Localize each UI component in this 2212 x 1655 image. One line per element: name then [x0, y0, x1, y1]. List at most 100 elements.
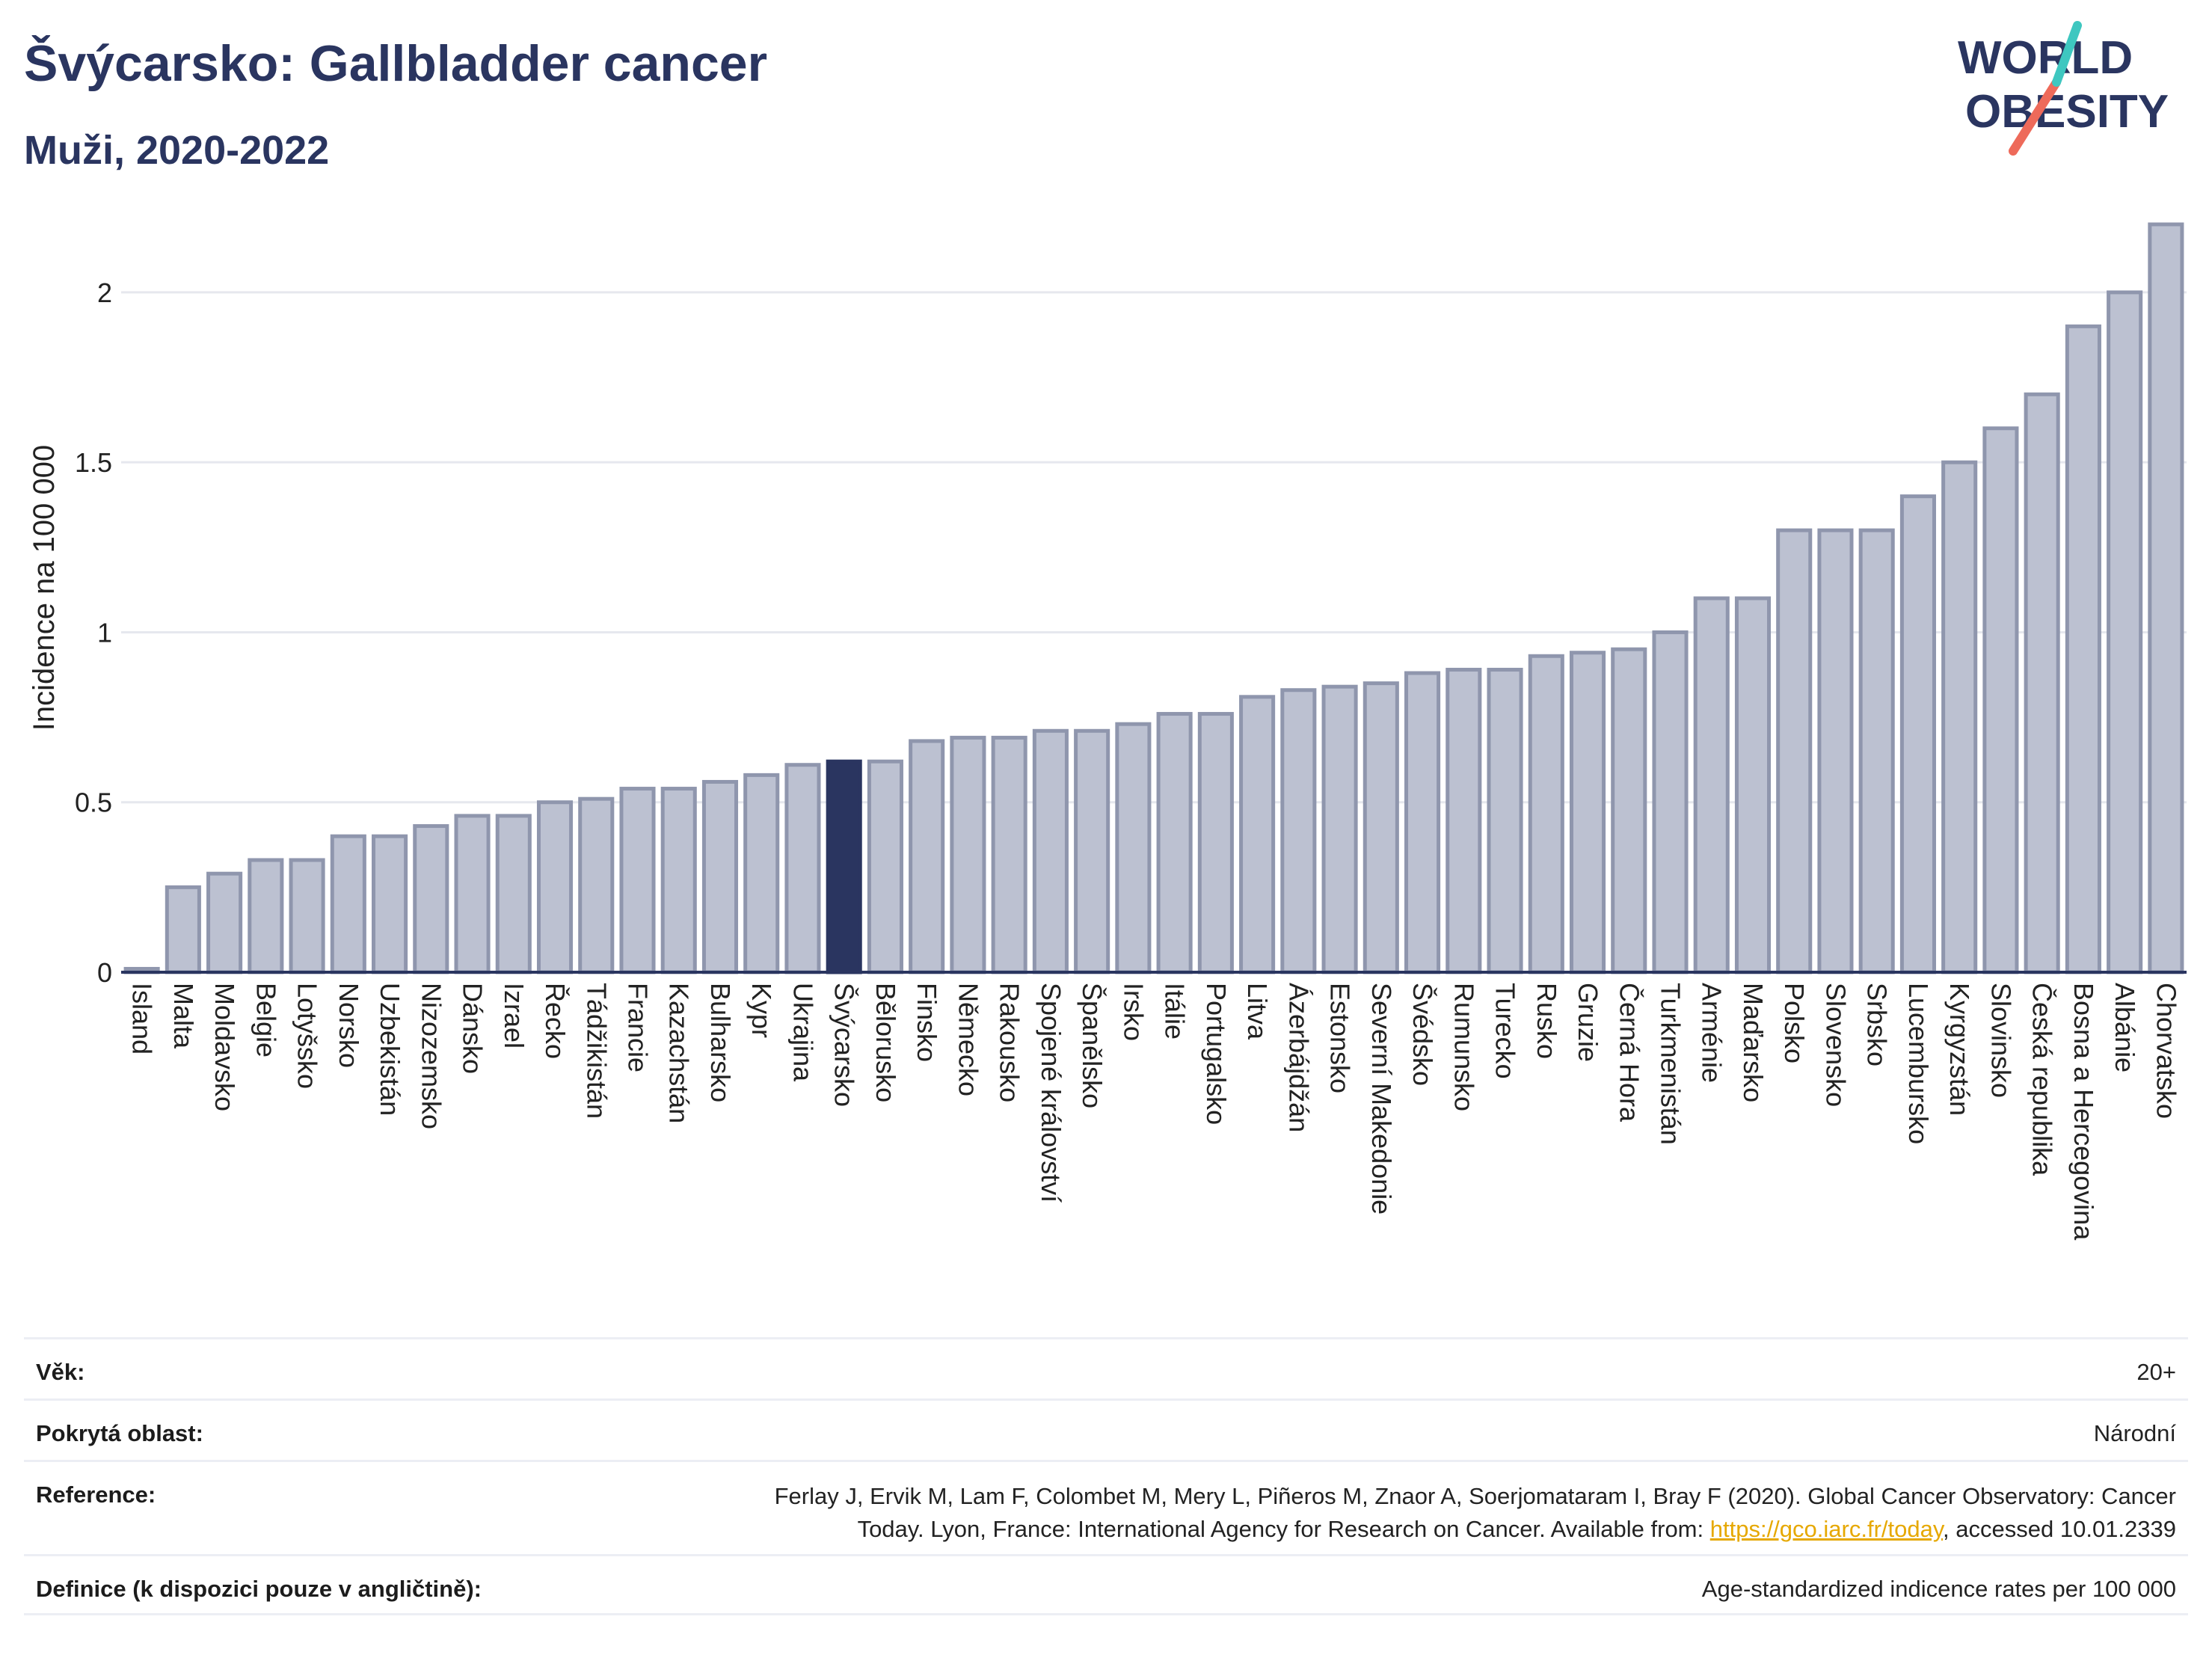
x-tick-label: Kypr: [746, 983, 777, 1038]
bar-highlighted[interactable]: [826, 759, 862, 974]
bar[interactable]: [1115, 722, 1152, 974]
bar[interactable]: [660, 787, 697, 974]
bar[interactable]: [1197, 712, 1234, 974]
x-tick-label: Lucembursko: [1903, 983, 1934, 1144]
bar[interactable]: [1693, 596, 1730, 974]
x-tick-label: Rumunsko: [1448, 983, 1479, 1111]
x-tick-label: Litva: [1242, 983, 1273, 1040]
x-tick-label: Bulharsko: [705, 983, 736, 1102]
bar[interactable]: [1362, 681, 1399, 974]
y-axis-ticks: 0 0.5 1 1.5 2: [75, 277, 112, 988]
bar[interactable]: [165, 885, 201, 974]
bar[interactable]: [1487, 667, 1523, 974]
x-tick-label: Ázerbájdžán: [1283, 983, 1314, 1132]
reference-line-2: Today. Lyon, France: International Agenc…: [775, 1513, 2176, 1546]
bar[interactable]: [1074, 728, 1110, 974]
bar[interactable]: [991, 735, 1027, 974]
bar[interactable]: [1734, 596, 1772, 974]
bar[interactable]: [1652, 630, 1689, 974]
meta-row-reference: Reference: Ferlay J, Ervik M, Lam F, Col…: [24, 1460, 2188, 1554]
meta-label-coverage: Pokrytá oblast:: [36, 1420, 203, 1446]
bar[interactable]: [330, 834, 366, 974]
bar[interactable]: [248, 858, 284, 974]
bar[interactable]: [1941, 460, 1978, 974]
bars: [121, 222, 2187, 974]
y-axis-title: Incidence na 100 000: [28, 445, 61, 731]
bar[interactable]: [2024, 392, 2060, 974]
x-tick-label: Rakousko: [995, 983, 1025, 1102]
bar[interactable]: [1817, 528, 1854, 974]
x-tick-label: Moldavsko: [209, 983, 240, 1111]
bar[interactable]: [536, 800, 574, 974]
bar[interactable]: [619, 787, 656, 974]
meta-label-age: Věk:: [36, 1359, 85, 1385]
x-tick-label: Řecko: [540, 983, 571, 1059]
bar[interactable]: [2148, 222, 2184, 974]
x-tick-label: Chorvatsko: [2151, 983, 2181, 1119]
bar[interactable]: [743, 773, 780, 974]
bar[interactable]: [1404, 671, 1441, 974]
bar[interactable]: [701, 779, 739, 974]
x-tick-label: Nizozemsko: [416, 983, 446, 1129]
bar[interactable]: [1156, 712, 1193, 974]
x-tick-label: Tádžikistán: [581, 983, 612, 1119]
x-tick-label: Německo: [953, 983, 983, 1096]
meta-value-coverage: Národní: [2093, 1420, 2176, 1446]
bar[interactable]: [2065, 324, 2101, 974]
x-tick-label: Norsko: [334, 983, 364, 1068]
bar[interactable]: [578, 796, 615, 974]
bar[interactable]: [784, 763, 821, 974]
x-tick-label: Belgie: [251, 983, 281, 1057]
bar[interactable]: [413, 824, 449, 974]
bar[interactable]: [1858, 528, 1895, 974]
x-tick-label: Slovensko: [1820, 983, 1851, 1107]
reference-link[interactable]: https://gco.iarc.fr/today: [1709, 1516, 1944, 1542]
bar[interactable]: [1899, 494, 1936, 974]
x-tick-label: Španělsko: [1077, 983, 1107, 1108]
x-tick-label: Polsko: [1779, 983, 1810, 1063]
bar[interactable]: [206, 871, 243, 974]
bar[interactable]: [1528, 654, 1564, 974]
meta-value-reference: Ferlay J, Ervik M, Lam F, Colombet M, Me…: [775, 1480, 2176, 1546]
reference-line-1: Ferlay J, Ervik M, Lam F, Colombet M, Me…: [774, 1483, 2176, 1509]
x-tick-label: Ukrajina: [787, 983, 818, 1082]
bar[interactable]: [867, 759, 903, 974]
bar[interactable]: [1239, 695, 1276, 974]
bar[interactable]: [950, 735, 986, 974]
bar[interactable]: [372, 834, 408, 974]
meta-row-coverage: Pokrytá oblast: Národní: [24, 1398, 2188, 1460]
bar[interactable]: [454, 814, 491, 974]
meta-row-age: Věk: 20+: [24, 1337, 2188, 1398]
bar[interactable]: [1321, 684, 1358, 974]
bar[interactable]: [495, 814, 532, 974]
bar[interactable]: [2107, 290, 2143, 974]
bar[interactable]: [1280, 688, 1317, 974]
y-tick-label: 1.5: [75, 447, 112, 478]
logo-slash-teal: [2052, 21, 2082, 87]
meta-label-definition: Definice (k dispozici pouze v angličtině…: [36, 1576, 482, 1602]
x-tick-label: Albánie: [2110, 983, 2140, 1072]
x-tick-label: Kazachstán: [664, 983, 695, 1123]
x-tick-label: Arménie: [1697, 983, 1727, 1083]
x-tick-label: Itálie: [1160, 983, 1191, 1040]
chart-title: Švýcarsko: Gallbladder cancer: [24, 35, 768, 92]
bar[interactable]: [1569, 651, 1606, 974]
x-tick-label: Finsko: [912, 983, 942, 1062]
chart-subtitle: Muži, 2020-2022: [24, 128, 330, 173]
meta-label-reference: Reference:: [36, 1481, 156, 1508]
chart-header: Švýcarsko: Gallbladder cancer Muži, 2020…: [0, 0, 2212, 194]
bar[interactable]: [909, 739, 945, 974]
bar[interactable]: [1446, 667, 1482, 974]
x-tick-label: Česká republika: [2027, 983, 2058, 1176]
bar[interactable]: [1982, 426, 2019, 974]
bar[interactable]: [289, 858, 325, 974]
x-tick-label: Francie: [623, 983, 654, 1072]
bar[interactable]: [1032, 728, 1069, 974]
y-tick-label: 1: [97, 617, 112, 648]
x-tick-label: Spojené království: [1036, 983, 1066, 1203]
bar[interactable]: [1611, 647, 1647, 974]
x-tick-label: Bělorusko: [870, 983, 901, 1102]
bar[interactable]: [1776, 528, 1813, 974]
x-tick-label: Izrael: [499, 983, 529, 1048]
meta-row-definition: Definice (k dispozici pouze v angličtině…: [24, 1554, 2188, 1615]
